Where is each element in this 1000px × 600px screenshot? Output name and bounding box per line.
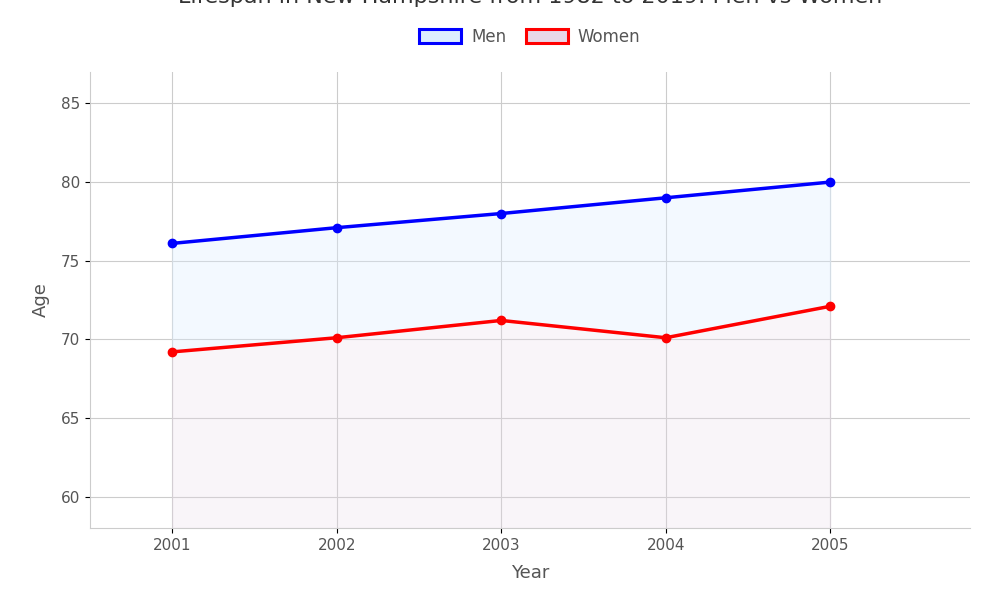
Women bbox=[166, 348, 178, 355]
Men bbox=[495, 210, 507, 217]
Line: Men: Men bbox=[168, 178, 834, 248]
Men bbox=[166, 240, 178, 247]
X-axis label: Year: Year bbox=[511, 564, 549, 582]
Men bbox=[331, 224, 343, 231]
Title: Lifespan in New Hampshire from 1982 to 2019: Men vs Women: Lifespan in New Hampshire from 1982 to 2… bbox=[178, 0, 882, 7]
Women bbox=[660, 334, 672, 341]
Legend: Men, Women: Men, Women bbox=[413, 21, 647, 52]
Line: Women: Women bbox=[168, 302, 834, 356]
Women bbox=[331, 334, 343, 341]
Women bbox=[495, 317, 507, 324]
Men bbox=[824, 178, 836, 185]
Women bbox=[824, 302, 836, 310]
Y-axis label: Age: Age bbox=[32, 283, 50, 317]
Men bbox=[660, 194, 672, 202]
